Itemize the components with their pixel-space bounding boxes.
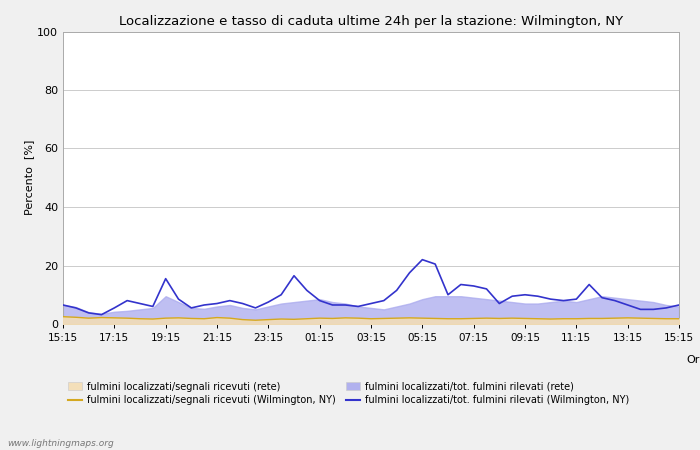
Text: www.lightningmaps.org: www.lightningmaps.org [7,439,113,448]
Legend: fulmini localizzati/segnali ricevuti (rete), fulmini localizzati/segnali ricevut: fulmini localizzati/segnali ricevuti (re… [68,382,629,405]
Y-axis label: Percento  [%]: Percento [%] [25,140,34,216]
Title: Localizzazione e tasso di caduta ultime 24h per la stazione: Wilmington, NY: Localizzazione e tasso di caduta ultime … [119,14,623,27]
Text: Orario: Orario [686,355,700,365]
